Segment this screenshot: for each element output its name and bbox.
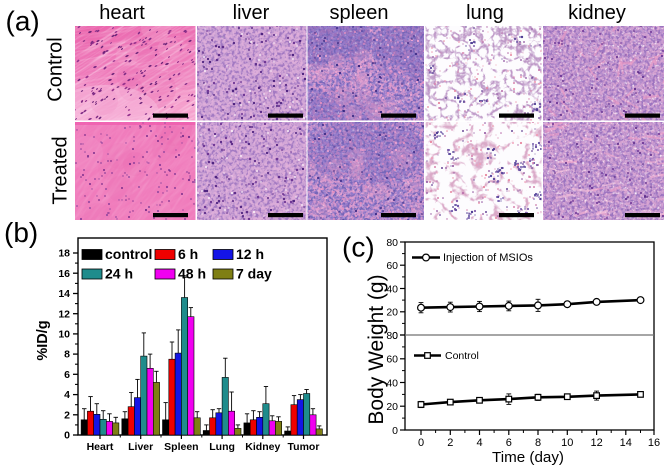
svg-text:0: 0 [392,330,398,342]
svg-text:40: 40 [386,377,398,389]
svg-text:18: 18 [58,248,70,260]
svg-text:60: 60 [386,260,398,272]
svg-text:8: 8 [64,349,70,361]
svg-text:Control: Control [445,350,479,362]
svg-text:control: control [105,246,152,262]
svg-text:4: 4 [64,389,70,401]
svg-text:(a): (a) [6,6,40,37]
svg-text:%ID/g: %ID/g [35,320,51,360]
svg-text:2: 2 [447,437,453,449]
svg-text:7 day: 7 day [236,266,272,282]
svg-text:0: 0 [64,430,70,442]
svg-text:14: 14 [620,437,632,449]
svg-text:Kidney: Kidney [245,441,280,453]
svg-text:Body Weight (g): Body Weight (g) [365,274,388,424]
svg-text:heart: heart [99,2,145,24]
svg-text:24 h: 24 h [105,266,133,282]
svg-text:16: 16 [58,268,70,280]
svg-text:(c): (c) [342,232,375,263]
svg-text:8: 8 [535,437,541,449]
svg-text:0: 0 [418,437,424,449]
svg-text:lung: lung [466,2,504,24]
svg-text:48 h: 48 h [178,266,206,282]
svg-text:Spleen: Spleen [164,441,198,453]
svg-text:6: 6 [506,437,512,449]
svg-text:12: 12 [590,437,602,449]
svg-text:10: 10 [561,437,573,449]
svg-text:6 h: 6 h [178,246,198,262]
svg-text:(b): (b) [4,217,38,248]
svg-text:80: 80 [386,237,398,249]
svg-text:40: 40 [386,283,398,295]
svg-text:14: 14 [58,288,70,300]
svg-text:Liver: Liver [128,441,153,453]
svg-text:Treated: Treated [49,136,71,204]
svg-text:0: 0 [392,425,398,437]
svg-text:60: 60 [386,354,398,366]
svg-text:Tumor: Tumor [288,441,320,453]
svg-text:4: 4 [476,437,482,449]
svg-text:2: 2 [64,409,70,421]
svg-text:Injection of MSIOs: Injection of MSIOs [443,252,533,264]
svg-text:16: 16 [648,437,660,449]
svg-text:spleen: spleen [330,2,389,24]
svg-text:kidney: kidney [568,2,626,24]
svg-text:20: 20 [386,307,398,319]
svg-text:Heart: Heart [87,441,114,453]
svg-text:20: 20 [386,401,398,413]
svg-text:12: 12 [58,308,70,320]
svg-text:10: 10 [58,329,70,341]
svg-text:Lung: Lung [209,441,235,453]
svg-text:6: 6 [64,369,70,381]
svg-text:Control: Control [44,37,66,101]
svg-text:liver: liver [233,2,270,24]
svg-text:12 h: 12 h [236,246,264,262]
svg-text:80: 80 [386,330,398,342]
svg-text:Time (day): Time (day) [492,449,564,466]
